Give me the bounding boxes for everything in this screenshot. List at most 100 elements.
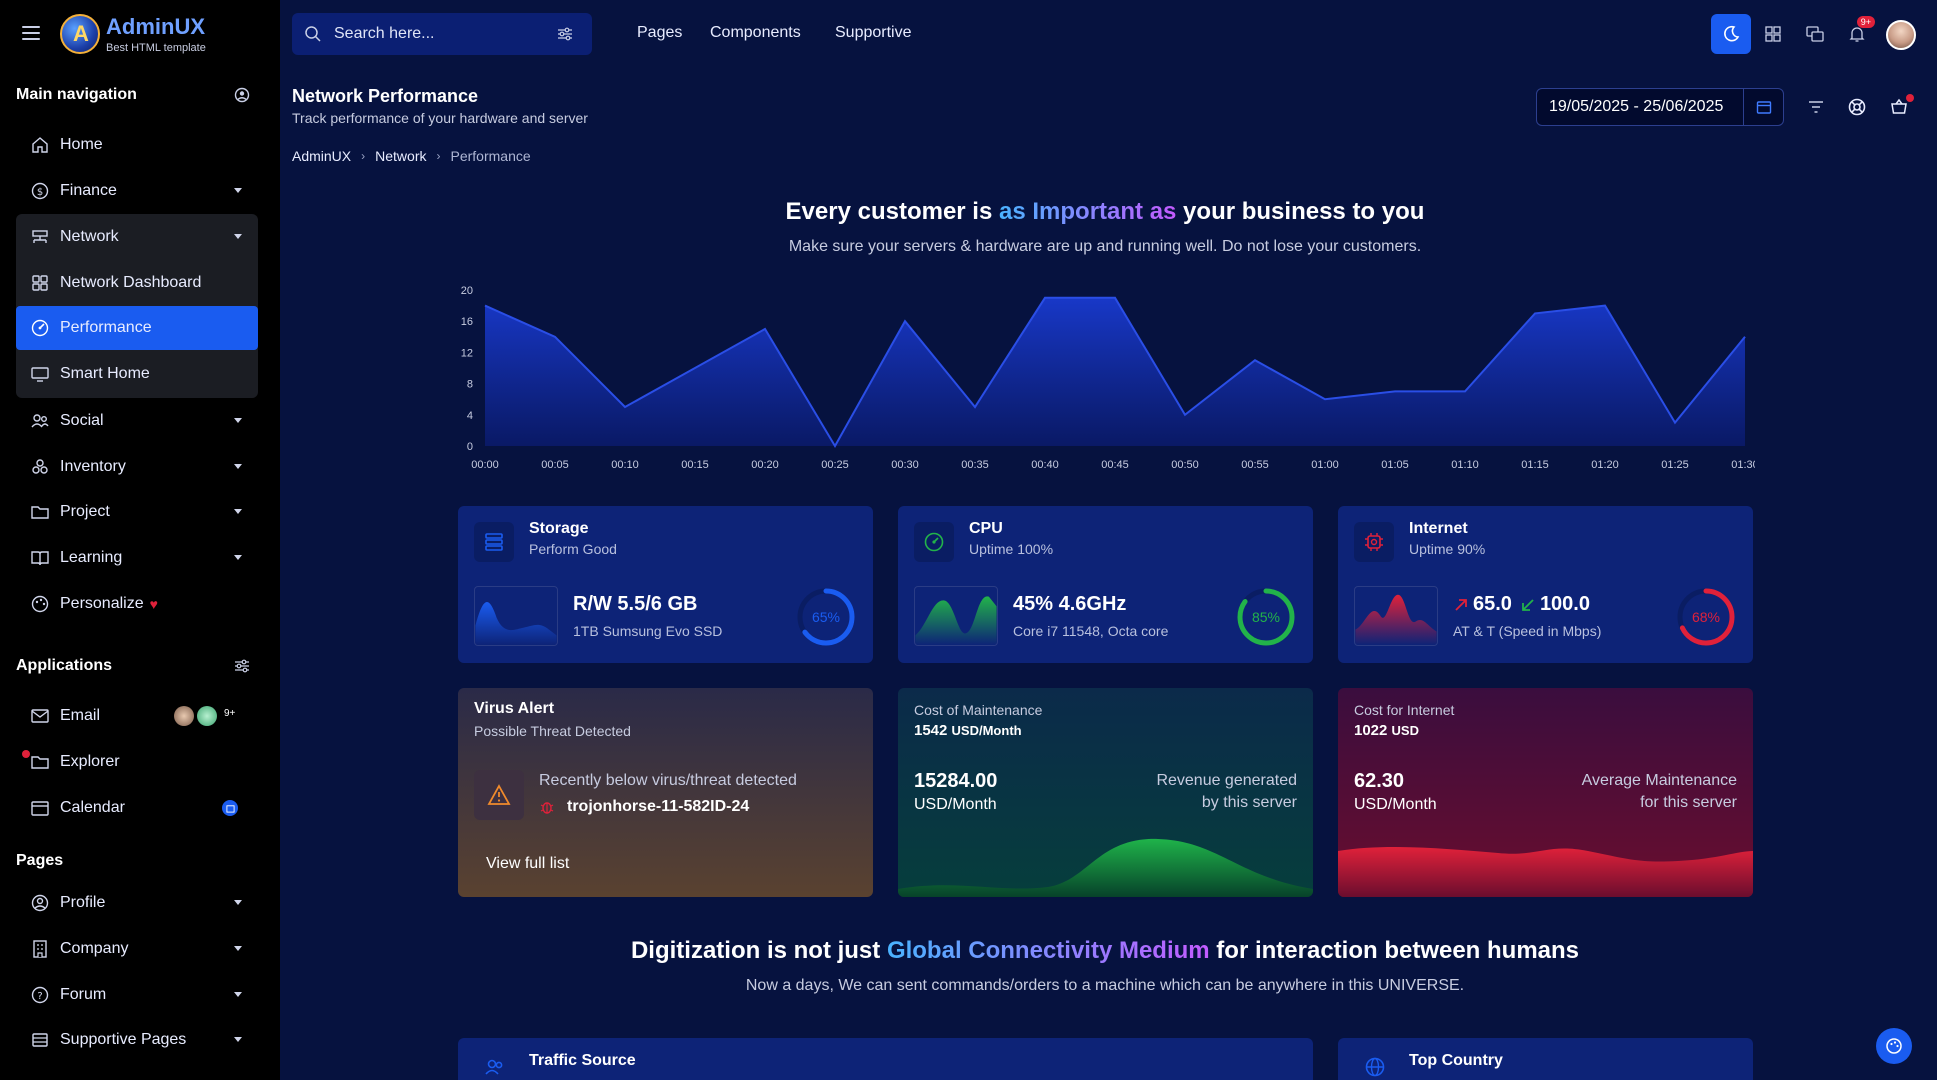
cpu-detail: Core i7 11548, Octa core	[1013, 623, 1169, 639]
x-tick-label: 00:40	[1031, 459, 1059, 471]
sidebar-item-company[interactable]: Company	[16, 927, 258, 971]
internet-percent: 68%	[1692, 609, 1720, 625]
home-icon	[32, 137, 48, 153]
sidebar-item-inventory[interactable]: Inventory	[16, 445, 258, 489]
support-icon[interactable]	[1848, 98, 1866, 116]
y-tick-label: 0	[467, 441, 473, 453]
dark-mode-button[interactable]	[1711, 14, 1751, 54]
chevron-down-icon	[234, 946, 242, 951]
storage-progress-ring: 65%	[797, 588, 855, 646]
hero-title: Every customer is as Important as your b…	[0, 198, 1937, 226]
messages-button[interactable]	[1795, 14, 1835, 54]
sidebar-item-forum[interactable]: ? Forum	[16, 973, 258, 1017]
sidebar-item-network[interactable]: Network	[16, 215, 258, 259]
logo[interactable]	[60, 14, 100, 54]
note-line: Revenue generated	[1156, 772, 1297, 789]
hero-title-post: your business to you	[1176, 198, 1425, 225]
cpu-sparkline	[914, 586, 998, 646]
sliders-icon[interactable]	[234, 658, 250, 674]
section-title: Digitization is not just Global Connecti…	[0, 937, 1937, 965]
cpu-card: CPU Uptime 100% 45% 4.6GHz Core i7 11548…	[898, 506, 1313, 663]
sidebar-item-supportive-pages[interactable]: Supportive Pages	[16, 1018, 258, 1062]
book-icon	[31, 551, 49, 566]
sidebar-item-network-dashboard[interactable]: Network Dashboard	[16, 261, 258, 305]
hero-subtitle: Make sure your servers & hardware are up…	[788, 238, 1422, 255]
dollar-icon: $	[31, 182, 49, 200]
page-subtitle: Track performance of your hardware and s…	[292, 110, 588, 126]
gauge-icon	[31, 319, 49, 337]
sidebar-item-social[interactable]: Social	[16, 399, 258, 443]
user-circle-icon[interactable]	[234, 87, 250, 103]
sidebar-item-project[interactable]: Project	[16, 490, 258, 534]
section-subtitle: Now a days, We can sent commands/orders …	[745, 977, 1465, 994]
maintenance-value: 15284.00	[914, 770, 998, 792]
sidebar: AdminUX Best HTML template Main navigati…	[0, 0, 280, 1080]
sidebar-item-calendar[interactable]: Calendar	[16, 786, 258, 830]
network-icon	[32, 230, 48, 243]
sidebar-item-smart-home[interactable]: Smart Home	[16, 352, 258, 396]
sidebar-item-label: Project	[60, 503, 110, 520]
chevron-down-icon	[234, 188, 242, 193]
top-link-supportive[interactable]: Supportive	[835, 24, 912, 41]
user-avatar[interactable]	[1886, 20, 1916, 50]
x-tick-label: 01:10	[1451, 459, 1479, 471]
search-icon	[305, 26, 321, 42]
hero-title-highlight: as Important as	[999, 198, 1177, 225]
chevron-down-icon	[234, 555, 242, 560]
y-tick-label: 16	[461, 316, 473, 328]
sidebar-item-label: Finance	[60, 182, 117, 199]
folder-icon	[31, 506, 49, 519]
area-series	[485, 297, 1745, 446]
top-link-components[interactable]: Components	[710, 24, 801, 41]
brand-name[interactable]: AdminUX	[106, 14, 205, 39]
menu-icon[interactable]	[22, 26, 40, 40]
sidebar-item-email[interactable]: Email 9+	[16, 694, 258, 738]
filter-settings-icon[interactable]	[556, 25, 574, 43]
storage-icon-box	[474, 522, 514, 562]
search-box[interactable]	[292, 13, 592, 55]
card-title: Top Country	[1409, 1052, 1503, 1069]
search-input[interactable]	[334, 25, 534, 43]
calendar-button[interactable]	[1743, 89, 1783, 125]
brand: AdminUX Best HTML template	[0, 0, 280, 68]
sidebar-item-label: Explorer	[60, 753, 120, 770]
x-tick-label: 01:05	[1381, 459, 1409, 471]
note-line: by this server	[1201, 794, 1297, 811]
heart-icon: ♥	[149, 596, 158, 612]
apps-button[interactable]	[1753, 14, 1793, 54]
sidebar-item-explorer[interactable]: Explorer	[16, 740, 258, 784]
sidebar-item-home[interactable]: Home	[16, 123, 258, 167]
cart-icon[interactable]	[1890, 98, 1908, 116]
sidebar-item-learning[interactable]: Learning	[16, 536, 258, 580]
sidebar-item-label: Calendar	[60, 799, 125, 816]
sidebar-item-performance[interactable]: Performance	[16, 306, 258, 350]
date-range-picker[interactable]: 19/05/2025 - 25/06/2025	[1536, 88, 1784, 126]
storage-sparkline	[474, 586, 558, 646]
date-range-value[interactable]: 19/05/2025 - 25/06/2025	[1549, 98, 1724, 115]
card-subtitle: Possible Threat Detected	[474, 723, 631, 739]
sidebar-item-label: Company	[60, 940, 129, 957]
x-tick-label: 00:30	[891, 459, 919, 471]
filter-icon[interactable]	[1808, 100, 1824, 114]
cpu-value: 45% 4.6GHz	[1013, 593, 1127, 615]
breadcrumb-item[interactable]: AdminUX	[292, 148, 352, 164]
sidebar-item-profile[interactable]: Profile	[16, 881, 258, 925]
sidebar-item-finance[interactable]: $ Finance	[16, 169, 258, 213]
globe-icon	[1365, 1057, 1385, 1077]
breadcrumb-item[interactable]: Network	[375, 148, 427, 164]
bell-icon	[1849, 27, 1865, 42]
top-link-pages[interactable]: Pages	[637, 24, 683, 41]
applications-title: Applications	[16, 657, 113, 674]
arrow-down-left-icon	[1522, 598, 1534, 611]
customize-button[interactable]	[1876, 1028, 1912, 1064]
palette-icon	[31, 595, 49, 613]
sidebar-item-label: Performance	[60, 319, 152, 336]
sidebar-item-label: Forum	[60, 986, 107, 1003]
email-count-badge: 9+	[224, 708, 236, 719]
chip-icon	[1365, 533, 1383, 551]
sidebar-item-label: Smart Home	[60, 365, 150, 382]
view-full-list-link[interactable]: View full list	[486, 855, 570, 872]
sidebar-item-personalize[interactable]: Personalize ♥	[16, 582, 258, 626]
notifications-button[interactable]: 9+	[1837, 14, 1877, 54]
internet-cost-note: Average Maintenance for this server	[1582, 772, 1737, 812]
